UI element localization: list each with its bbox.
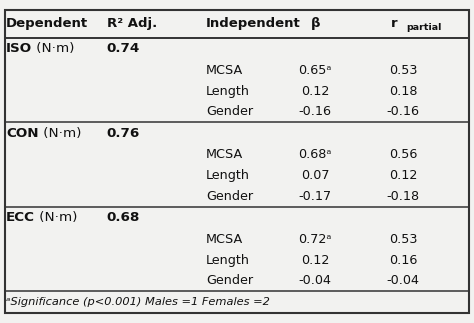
Text: -0.04: -0.04 <box>386 274 419 287</box>
Text: Length: Length <box>206 254 250 266</box>
Text: 0.16: 0.16 <box>389 254 417 266</box>
Text: CON: CON <box>6 127 39 140</box>
Text: -0.04: -0.04 <box>299 274 332 287</box>
Text: Independent: Independent <box>206 17 301 30</box>
Text: Gender: Gender <box>206 274 253 287</box>
Text: 0.68: 0.68 <box>107 211 140 224</box>
Text: ECC: ECC <box>6 211 35 224</box>
Text: ISO: ISO <box>6 42 32 55</box>
Text: Length: Length <box>206 169 250 182</box>
Text: (N·m): (N·m) <box>39 127 81 140</box>
Text: Gender: Gender <box>206 105 253 119</box>
Text: 0.53: 0.53 <box>389 64 417 77</box>
Text: 0.07: 0.07 <box>301 169 329 182</box>
Text: R² Adj.: R² Adj. <box>107 17 157 30</box>
Text: r: r <box>391 17 398 30</box>
Text: -0.18: -0.18 <box>386 190 419 203</box>
Text: 0.68ᵃ: 0.68ᵃ <box>299 148 332 161</box>
Text: 0.76: 0.76 <box>107 127 140 140</box>
Text: (N·m): (N·m) <box>35 211 78 224</box>
Text: MCSA: MCSA <box>206 148 244 161</box>
Text: -0.17: -0.17 <box>299 190 332 203</box>
Text: MCSA: MCSA <box>206 64 244 77</box>
Text: partial: partial <box>406 24 442 33</box>
Text: MCSA: MCSA <box>206 233 244 246</box>
Text: 0.56: 0.56 <box>389 148 417 161</box>
Text: Gender: Gender <box>206 190 253 203</box>
Text: -0.16: -0.16 <box>299 105 332 119</box>
Text: -0.16: -0.16 <box>386 105 419 119</box>
Text: 0.65ᵃ: 0.65ᵃ <box>299 64 332 77</box>
Text: 0.12: 0.12 <box>301 85 329 98</box>
Text: Length: Length <box>206 85 250 98</box>
Text: Dependent: Dependent <box>6 17 88 30</box>
Text: 0.18: 0.18 <box>389 85 417 98</box>
Text: β: β <box>310 17 320 30</box>
Text: 0.12: 0.12 <box>389 169 417 182</box>
Text: ᵃSignificance (p<0.001) Males =1 Females =2: ᵃSignificance (p<0.001) Males =1 Females… <box>6 297 270 307</box>
Text: 0.74: 0.74 <box>107 42 140 55</box>
Text: 0.53: 0.53 <box>389 233 417 246</box>
Text: 0.72ᵃ: 0.72ᵃ <box>299 233 332 246</box>
Text: (N·m): (N·m) <box>32 42 75 55</box>
Text: 0.12: 0.12 <box>301 254 329 266</box>
